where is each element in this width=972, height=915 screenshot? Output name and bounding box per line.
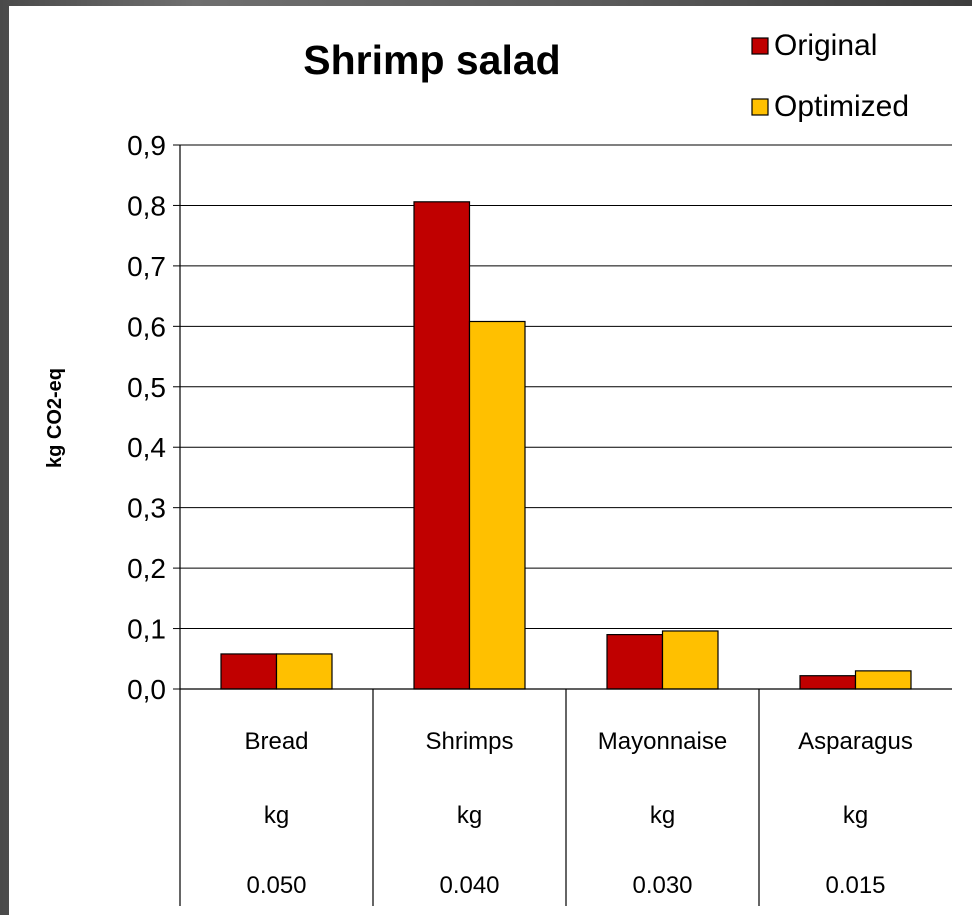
y-tick-label: 0,3 — [127, 493, 166, 524]
chart-title: Shrimp salad — [303, 37, 560, 83]
bar-optimized-asparagus — [854, 670, 912, 690]
y-tick-label: 0,5 — [127, 372, 166, 403]
y-tick-label: 0,0 — [127, 674, 166, 705]
category-table: Bread kg 0.050 Shrimps kg 0.040 Mayonnaise kg 0.… — [244, 689, 913, 906]
y-tick-labels: 0,0 0,1 0,2 0,3 0,4 0,5 0,6 0,7 0,8 0,9 — [127, 130, 166, 705]
y-tick-label: 0,2 — [127, 553, 166, 584]
bar-original-shrimps — [413, 201, 471, 690]
legend-swatch-optimized — [751, 98, 769, 116]
bar-original-asparagus — [799, 675, 857, 690]
table-unit-cell: kg — [457, 802, 482, 829]
bar-original-mayonnaise — [606, 633, 664, 690]
legend-label-optimized: Optimized — [774, 90, 909, 123]
y-tick-label: 0,4 — [127, 432, 166, 463]
bar-optimized-shrimps — [468, 320, 526, 690]
bars — [220, 201, 912, 690]
legend-swatch-original — [751, 37, 769, 55]
legend: Original Optimized — [751, 29, 909, 123]
table-unit-cell: kg — [843, 802, 868, 829]
y-tick-label: 0,9 — [127, 130, 166, 161]
bar-optimized-bread — [275, 653, 333, 690]
y-tick-label: 0,1 — [127, 614, 166, 645]
y-axis-label: kg CO2-eq — [44, 368, 66, 468]
bar-optimized-mayonnaise — [661, 630, 719, 690]
x-category-label: Bread — [244, 728, 308, 755]
gridlines — [173, 144, 952, 690]
x-category-label: Shrimps — [425, 728, 513, 755]
y-tick-label: 0,7 — [127, 251, 166, 282]
bar-original-bread — [220, 653, 278, 690]
legend-label-original: Original — [774, 29, 877, 62]
table-unit-cell: kg — [264, 802, 289, 829]
table-amount-cell: 0.015 — [825, 872, 885, 899]
x-category-label: Asparagus — [798, 728, 913, 755]
x-category-label: Mayonnaise — [598, 728, 727, 755]
table-unit-cell: kg — [650, 802, 675, 829]
y-tick-label: 0,8 — [127, 190, 166, 221]
table-amount-cell: 0.040 — [439, 872, 499, 899]
table-amount-cell: 0.050 — [246, 872, 306, 899]
shrimp-salad-chart: Shrimp salad Original Optimized kg CO2-eq… — [44, 29, 952, 906]
table-amount-cell: 0.030 — [632, 872, 692, 899]
chart-panel: Shrimp salad Original Optimized kg CO2-eq… — [9, 6, 972, 915]
y-tick-label: 0,6 — [127, 311, 166, 342]
